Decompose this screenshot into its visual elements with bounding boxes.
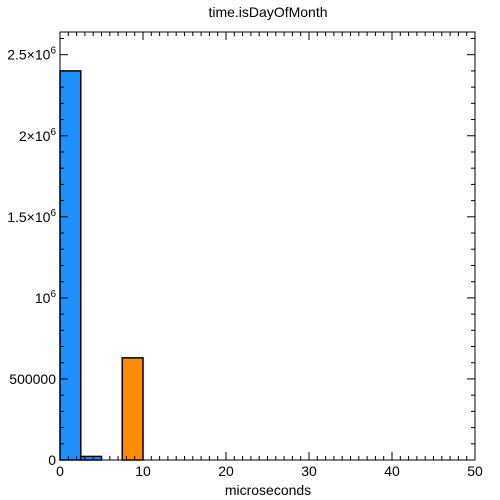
plot-frame — [59, 31, 476, 461]
bars-group — [59, 70, 144, 461]
x-tick-label: 10 — [135, 463, 151, 479]
x-tick-label: 40 — [384, 463, 400, 479]
x-tick-label: 20 — [218, 463, 234, 479]
x-tick-label: 0 — [56, 463, 64, 479]
bar-series1-bin0 — [121, 357, 144, 461]
y-tick-label: 2.5×106 — [7, 46, 56, 63]
y-tick-label: 1.5×106 — [7, 208, 56, 225]
y-tick-label: 0 — [48, 452, 56, 468]
y-tick-label: 500000 — [9, 371, 56, 387]
x-tick-label: 50 — [467, 463, 483, 479]
chart-title: time.isDayOfMonth — [208, 4, 327, 20]
y-tick-label: 106 — [35, 289, 57, 306]
y-tick-label: 2×106 — [19, 127, 57, 144]
x-axis-label: microseconds — [225, 482, 311, 498]
bar-series0-bin1 — [80, 455, 103, 461]
x-tick-label: 30 — [301, 463, 317, 479]
axis-tick-labels: 0 10 20 30 40 50 0 500000 106 1.5×106 2×106 2.5×106 — [7, 46, 483, 479]
